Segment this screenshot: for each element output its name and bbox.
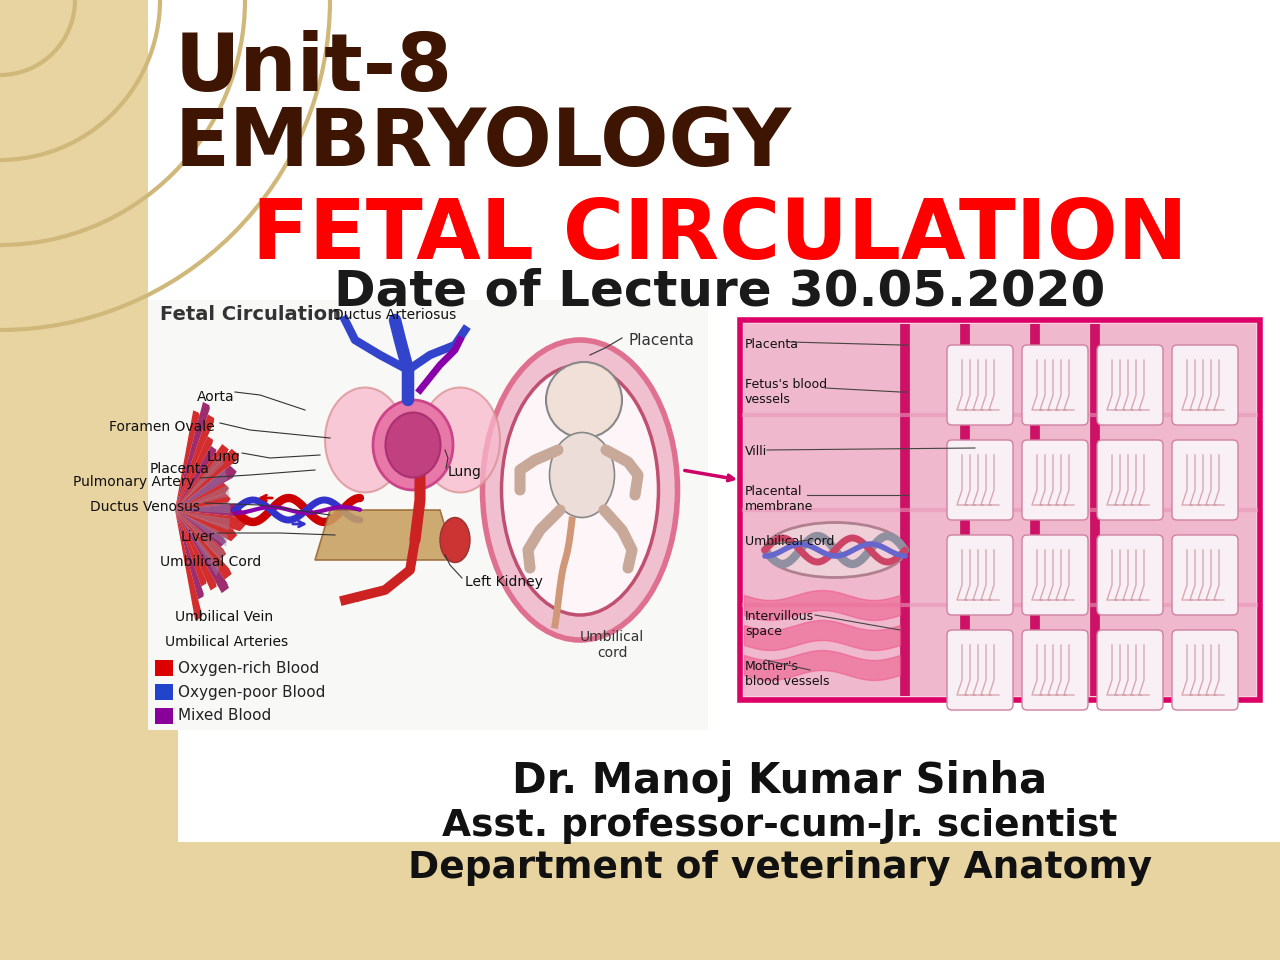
Polygon shape (175, 510, 204, 599)
FancyBboxPatch shape (1172, 345, 1238, 425)
Ellipse shape (385, 413, 440, 477)
Bar (148, 300, 708, 730)
Polygon shape (175, 510, 227, 547)
Text: Pulmonary Artery: Pulmonary Artery (73, 475, 195, 489)
Bar (0, 700, 178, 960)
Ellipse shape (325, 388, 404, 492)
Text: Placenta: Placenta (628, 333, 694, 348)
Text: Intervillous
space: Intervillous space (745, 610, 814, 638)
FancyBboxPatch shape (947, 630, 1012, 710)
Text: Aorta: Aorta (197, 390, 236, 404)
Text: Mother's
blood vessels: Mother's blood vessels (745, 660, 829, 688)
FancyBboxPatch shape (1097, 535, 1164, 615)
Text: Mixed Blood: Mixed Blood (178, 708, 271, 724)
Polygon shape (175, 468, 228, 510)
Polygon shape (175, 493, 230, 510)
Polygon shape (175, 503, 242, 516)
Text: Umbilical Vein: Umbilical Vein (175, 610, 273, 624)
Text: Lung: Lung (448, 465, 481, 479)
FancyBboxPatch shape (1097, 440, 1164, 520)
FancyBboxPatch shape (947, 535, 1012, 615)
Bar (155, 684, 173, 700)
FancyBboxPatch shape (1172, 535, 1238, 615)
Ellipse shape (420, 388, 500, 492)
FancyBboxPatch shape (1021, 345, 1088, 425)
FancyBboxPatch shape (947, 345, 1012, 425)
Polygon shape (175, 510, 228, 547)
Text: Umbilical cord: Umbilical cord (745, 535, 835, 548)
Text: Oxygen-poor Blood: Oxygen-poor Blood (178, 684, 325, 700)
Polygon shape (175, 436, 214, 510)
Ellipse shape (549, 433, 614, 517)
Bar (155, 660, 173, 676)
Ellipse shape (372, 400, 453, 490)
Text: Placenta: Placenta (745, 338, 799, 351)
Text: Placental
membrane: Placental membrane (745, 485, 813, 513)
Text: Villi: Villi (745, 445, 767, 458)
Polygon shape (175, 510, 229, 593)
Circle shape (547, 362, 622, 438)
FancyBboxPatch shape (1172, 440, 1238, 520)
Text: Foramen Ovale: Foramen Ovale (109, 420, 215, 434)
Text: FETAL CIRCULATION: FETAL CIRCULATION (252, 195, 1188, 276)
Polygon shape (175, 510, 225, 563)
Polygon shape (175, 410, 200, 510)
Text: Ductus Venosus: Ductus Venosus (90, 500, 200, 514)
Text: Fetus's blood
vessels: Fetus's blood vessels (745, 378, 827, 406)
Polygon shape (175, 510, 202, 620)
Polygon shape (175, 415, 214, 510)
Polygon shape (175, 445, 216, 510)
Polygon shape (175, 501, 230, 514)
Polygon shape (175, 510, 246, 531)
Bar (740, 320, 1260, 700)
Text: Umbilical Cord: Umbilical Cord (160, 555, 261, 569)
FancyBboxPatch shape (947, 440, 1012, 520)
Polygon shape (175, 448, 239, 510)
Text: Umbilical
cord: Umbilical cord (580, 630, 644, 660)
Text: Ductus Arteriosus: Ductus Arteriosus (333, 308, 457, 322)
Text: Liver: Liver (180, 530, 215, 544)
Ellipse shape (440, 517, 470, 563)
Bar (0, 842, 1280, 960)
Polygon shape (175, 510, 216, 590)
Text: Lung: Lung (206, 450, 241, 464)
Ellipse shape (765, 522, 905, 578)
FancyBboxPatch shape (1021, 630, 1088, 710)
Bar (155, 708, 173, 724)
Bar (0, 0, 148, 960)
Bar (744, 324, 1256, 696)
Polygon shape (175, 510, 206, 587)
Polygon shape (175, 510, 220, 576)
Text: EMBRYOLOGY: EMBRYOLOGY (175, 105, 792, 183)
Ellipse shape (483, 340, 677, 640)
Text: Unit-8: Unit-8 (175, 30, 453, 108)
Polygon shape (175, 483, 229, 510)
Text: Oxygen-rich Blood: Oxygen-rich Blood (178, 660, 319, 676)
FancyBboxPatch shape (1021, 535, 1088, 615)
Text: Date of Lecture 30.05.2020: Date of Lecture 30.05.2020 (334, 268, 1106, 316)
Text: Umbilical Arteries: Umbilical Arteries (165, 635, 288, 649)
Polygon shape (175, 453, 224, 510)
Polygon shape (175, 466, 237, 510)
Ellipse shape (502, 365, 658, 615)
Text: Department of veterinary Anatomy: Department of veterinary Anatomy (408, 850, 1152, 886)
FancyBboxPatch shape (1021, 440, 1088, 520)
Polygon shape (175, 510, 237, 541)
Text: Fetal Circulation: Fetal Circulation (160, 305, 340, 324)
Polygon shape (175, 510, 227, 559)
Polygon shape (175, 510, 232, 580)
Text: Dr. Manoj Kumar Sinha: Dr. Manoj Kumar Sinha (512, 760, 1047, 802)
Polygon shape (315, 510, 454, 560)
Polygon shape (175, 510, 230, 531)
FancyBboxPatch shape (1097, 630, 1164, 710)
Polygon shape (175, 444, 229, 510)
FancyBboxPatch shape (1097, 345, 1164, 425)
Text: Asst. professor-cum-Jr. scientist: Asst. professor-cum-Jr. scientist (443, 808, 1117, 844)
Polygon shape (175, 402, 210, 510)
Polygon shape (175, 485, 229, 510)
Text: Placenta: Placenta (150, 462, 210, 476)
FancyBboxPatch shape (1172, 630, 1238, 710)
Text: Left Kidney: Left Kidney (465, 575, 543, 589)
